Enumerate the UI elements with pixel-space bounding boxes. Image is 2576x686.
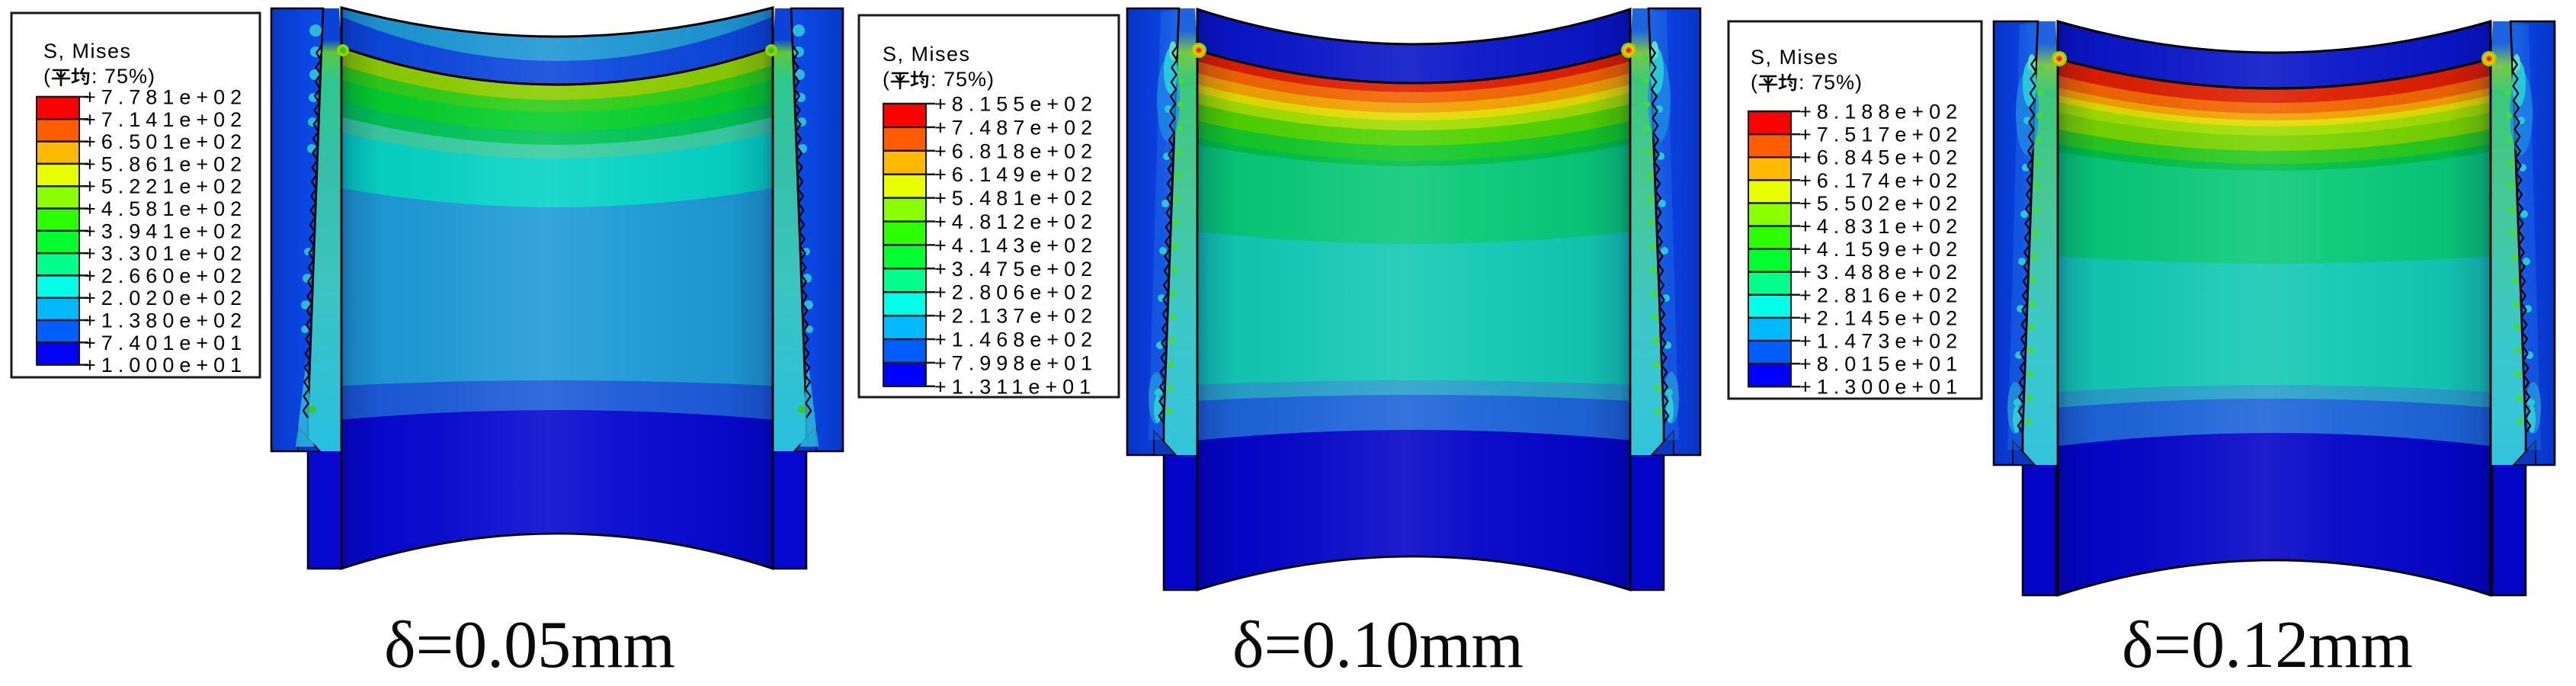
- svg-text:+1.311e+01: +1.311e+01: [934, 375, 1096, 398]
- svg-text:+5.502e+02: +5.502e+02: [1799, 192, 1962, 215]
- svg-text:+5.481e+02: +5.481e+02: [934, 187, 1097, 210]
- svg-text:+6.501e+02: +6.501e+02: [84, 130, 247, 153]
- svg-text:+4.143e+02: +4.143e+02: [934, 234, 1097, 257]
- svg-text:+3.488e+02: +3.488e+02: [1799, 261, 1962, 284]
- svg-text:S, Mises: S, Mises: [43, 40, 132, 63]
- svg-text:(: (: [1751, 71, 1757, 94]
- svg-text:+7.781e+02: +7.781e+02: [84, 86, 247, 109]
- svg-text:S, Mises: S, Mises: [1751, 46, 1839, 69]
- svg-text:+7.487e+02: +7.487e+02: [934, 116, 1097, 139]
- svg-text:+2.816e+02: +2.816e+02: [1799, 284, 1962, 306]
- svg-text:(: (: [43, 65, 50, 88]
- svg-text:+2.020e+02: +2.020e+02: [84, 287, 247, 309]
- svg-text:+2.660e+02: +2.660e+02: [84, 264, 247, 287]
- svg-text:+6.818e+02: +6.818e+02: [934, 139, 1097, 162]
- svg-text:(: (: [883, 68, 889, 91]
- svg-text:δ=0.10mm: δ=0.10mm: [1232, 608, 1523, 682]
- svg-text:+3.475e+02: +3.475e+02: [934, 258, 1097, 280]
- svg-text:+6.149e+02: +6.149e+02: [934, 163, 1097, 186]
- svg-text:+3.301e+02: +3.301e+02: [84, 242, 247, 265]
- svg-text:: 75%): : 75%): [931, 68, 995, 91]
- svg-text:+4.831e+02: +4.831e+02: [1799, 215, 1962, 238]
- svg-text:: 75%): : 75%): [1799, 71, 1863, 94]
- svg-text:+2.137e+02: +2.137e+02: [934, 305, 1097, 328]
- svg-text:+8.015e+01: +8.015e+01: [1799, 353, 1962, 376]
- svg-text:+7.141e+02: +7.141e+02: [84, 108, 247, 131]
- svg-text:+4.159e+02: +4.159e+02: [1799, 238, 1962, 261]
- svg-text:+1.468e+02: +1.468e+02: [934, 329, 1097, 351]
- svg-text:: 75%): : 75%): [91, 65, 155, 88]
- svg-text:+4.581e+02: +4.581e+02: [84, 197, 247, 220]
- svg-text:+1.000e+01: +1.000e+01: [84, 354, 247, 377]
- svg-text:+8.155e+02: +8.155e+02: [934, 93, 1097, 116]
- svg-text:δ=0.12mm: δ=0.12mm: [2122, 608, 2413, 682]
- svg-text:+7.401e+01: +7.401e+01: [84, 332, 247, 354]
- svg-text:+7.517e+02: +7.517e+02: [1799, 123, 1962, 146]
- svg-text:+3.941e+02: +3.941e+02: [84, 220, 247, 242]
- svg-text:δ=0.05mm: δ=0.05mm: [384, 608, 675, 682]
- svg-text:+8.188e+02: +8.188e+02: [1799, 101, 1962, 123]
- svg-text:+7.998e+01: +7.998e+01: [934, 351, 1097, 374]
- svg-text:S, Mises: S, Mises: [883, 43, 971, 66]
- svg-text:+1.473e+02: +1.473e+02: [1799, 330, 1962, 353]
- svg-text:+5.221e+02: +5.221e+02: [84, 175, 247, 198]
- svg-text:+5.861e+02: +5.861e+02: [84, 152, 247, 175]
- svg-text:+2.806e+02: +2.806e+02: [934, 281, 1097, 304]
- svg-text:+1.300e+01: +1.300e+01: [1799, 376, 1962, 399]
- svg-text:+1.380e+02: +1.380e+02: [84, 309, 247, 332]
- svg-text:+4.812e+02: +4.812e+02: [934, 210, 1097, 233]
- svg-text:+2.145e+02: +2.145e+02: [1799, 306, 1962, 329]
- svg-text:+6.174e+02: +6.174e+02: [1799, 169, 1962, 192]
- svg-text:+6.845e+02: +6.845e+02: [1799, 146, 1962, 169]
